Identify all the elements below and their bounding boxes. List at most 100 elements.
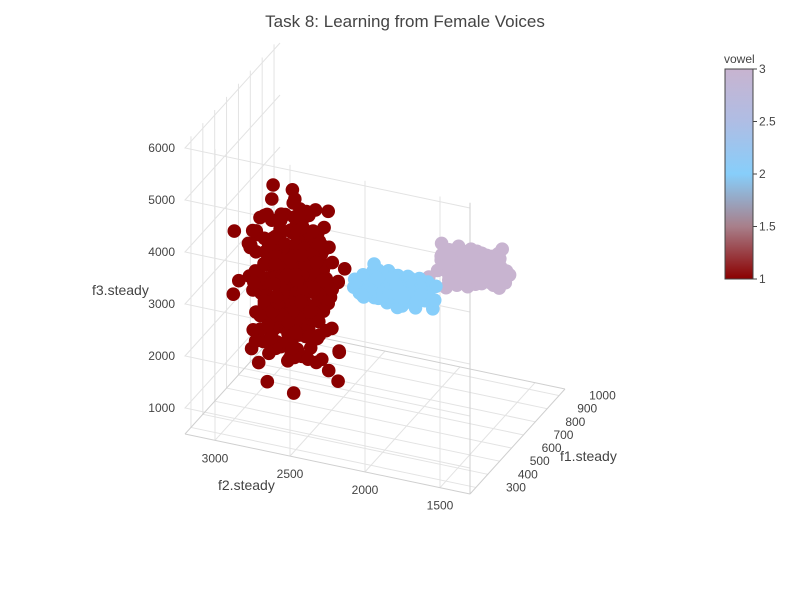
scatter-point-vowel-2 (414, 287, 429, 302)
z-tick-label: 5000 (148, 193, 175, 207)
colorbar-tick-label: 1 (759, 272, 766, 286)
scatter-point-vowel-1 (316, 273, 331, 288)
scatter-point-vowel-1 (308, 203, 323, 217)
axis-ticks: 1000 2000 3000 4000 5000 6000 1500 2000 2500 3000… (148, 141, 616, 513)
z-tick-label: 1000 (148, 401, 175, 415)
scatter-point-vowel-3 (477, 250, 492, 265)
colorbar-title: vowel (724, 52, 755, 66)
scatter-point-vowel-1 (232, 273, 246, 288)
scatter-point-vowel-1 (301, 352, 315, 367)
z-axis-title: f3.steady (92, 282, 149, 298)
scatter-point-vowel-3 (434, 236, 449, 251)
scatter-point-vowel-1 (227, 224, 242, 238)
scatter-point-vowel-1 (265, 192, 279, 206)
y-tick-label: 2500 (277, 467, 304, 481)
scatter-point-vowel-2 (389, 278, 404, 292)
scatter-point-vowel-3 (456, 253, 470, 268)
scatter-point-vowel-1 (257, 256, 271, 271)
scatter-point-vowel-2 (429, 279, 443, 294)
scatter-point-vowel-1 (296, 220, 310, 235)
scatter-point-vowel-3 (441, 265, 456, 279)
scatter-point-vowel-1 (257, 208, 272, 223)
scatter-point-vowel-1 (266, 178, 280, 192)
scatter-point-vowel-1 (269, 289, 284, 304)
scatter-point-vowel-1 (248, 334, 263, 348)
scatter-points (226, 178, 517, 400)
scatter-point-vowel-1 (317, 220, 331, 235)
scatter-point-vowel-3 (496, 274, 510, 289)
scatter-point-vowel-1 (315, 352, 329, 367)
scatter-point-vowel-2 (355, 288, 369, 302)
scatter-point-vowel-3 (492, 251, 507, 266)
scatter-point-vowel-1 (262, 346, 276, 361)
scatter-point-vowel-1 (283, 252, 297, 267)
scatter-point-vowel-1 (289, 273, 304, 288)
scatter-point-vowel-1 (247, 275, 261, 290)
scatter-point-vowel-1 (337, 262, 352, 276)
x-tick-label: 700 (553, 428, 573, 442)
scatter-point-vowel-1 (321, 363, 336, 378)
z-tick-label: 6000 (148, 141, 175, 155)
scatter-point-vowel-1 (268, 257, 283, 271)
scatter-point-vowel-1 (281, 354, 295, 368)
scatter-point-vowel-1 (312, 314, 326, 329)
scatter-point-vowel-1 (261, 318, 275, 333)
x-tick-label: 800 (565, 415, 585, 429)
x-axis-title: f1.steady (560, 448, 617, 464)
scatter-point-vowel-1 (264, 330, 279, 345)
scatter-point-vowel-1 (294, 294, 308, 309)
scatter-point-vowel-1 (332, 344, 346, 358)
y-tick-label: 1500 (427, 499, 454, 513)
y-axis-title: f2.steady (218, 477, 275, 493)
scatter-point-vowel-1 (312, 237, 326, 251)
scatter-point-vowel-1 (273, 213, 288, 228)
scatter-point-vowel-1 (288, 325, 303, 340)
scatter-point-vowel-1 (285, 341, 300, 356)
scatter-point-vowel-1 (253, 308, 267, 323)
scatter-point-vowel-1 (309, 255, 324, 270)
colorbar-tick-label: 3 (759, 62, 766, 76)
colorbar-gradient (724, 68, 754, 280)
x-tick-label: 400 (518, 467, 538, 481)
chart-title: Task 8: Learning from Female Voices (265, 12, 545, 31)
scatter-point-vowel-1 (307, 282, 321, 296)
colorbar-tick-label: 1.5 (759, 220, 776, 234)
y-tick-label: 3000 (202, 451, 229, 465)
scatter-point-vowel-2 (367, 257, 381, 271)
scatter-point-vowel-1 (303, 305, 318, 319)
scatter-point-vowel-1 (226, 287, 241, 302)
scatter-point-vowel-1 (286, 196, 301, 210)
scatter-point-vowel-1 (321, 204, 336, 219)
scatter-point-vowel-2 (356, 268, 370, 282)
scatter-point-vowel-1 (306, 224, 320, 238)
colorbar: vowel 1 1.5 2 2.5 3 (724, 52, 776, 286)
scatter-point-vowel-1 (294, 248, 309, 263)
scatter-point-vowel-1 (331, 374, 345, 389)
x-tick-label: 600 (542, 441, 562, 455)
z-tick-label: 2000 (148, 349, 175, 363)
scatter-point-vowel-1 (325, 255, 340, 270)
scatter-point-vowel-1 (251, 355, 266, 370)
y-tick-label: 2000 (352, 483, 379, 497)
x-tick-label: 300 (506, 480, 526, 494)
colorbar-tick-label: 2 (759, 167, 766, 181)
scatter-point-vowel-1 (246, 323, 260, 337)
scatter-point-vowel-1 (303, 341, 318, 355)
z-tick-label: 4000 (148, 245, 175, 259)
z-tick-label: 3000 (148, 297, 175, 311)
scatter-point-vowel-1 (257, 294, 272, 309)
scatter-point-vowel-1 (312, 328, 327, 343)
scatter-point-vowel-2 (370, 271, 384, 286)
scatter-point-vowel-3 (434, 249, 449, 263)
scatter-point-vowel-1 (286, 386, 301, 400)
x-tick-label: 1000 (589, 389, 616, 403)
scatter-point-vowel-1 (249, 245, 263, 259)
scatter-point-vowel-1 (260, 374, 275, 389)
scatter-point-vowel-3 (475, 272, 490, 286)
scatter-point-vowel-1 (285, 304, 300, 319)
scatter-point-vowel-1 (245, 223, 260, 238)
x-tick-label: 500 (530, 454, 550, 468)
colorbar-tick-label: 2.5 (759, 115, 776, 129)
scatter-point-vowel-1 (281, 315, 296, 329)
